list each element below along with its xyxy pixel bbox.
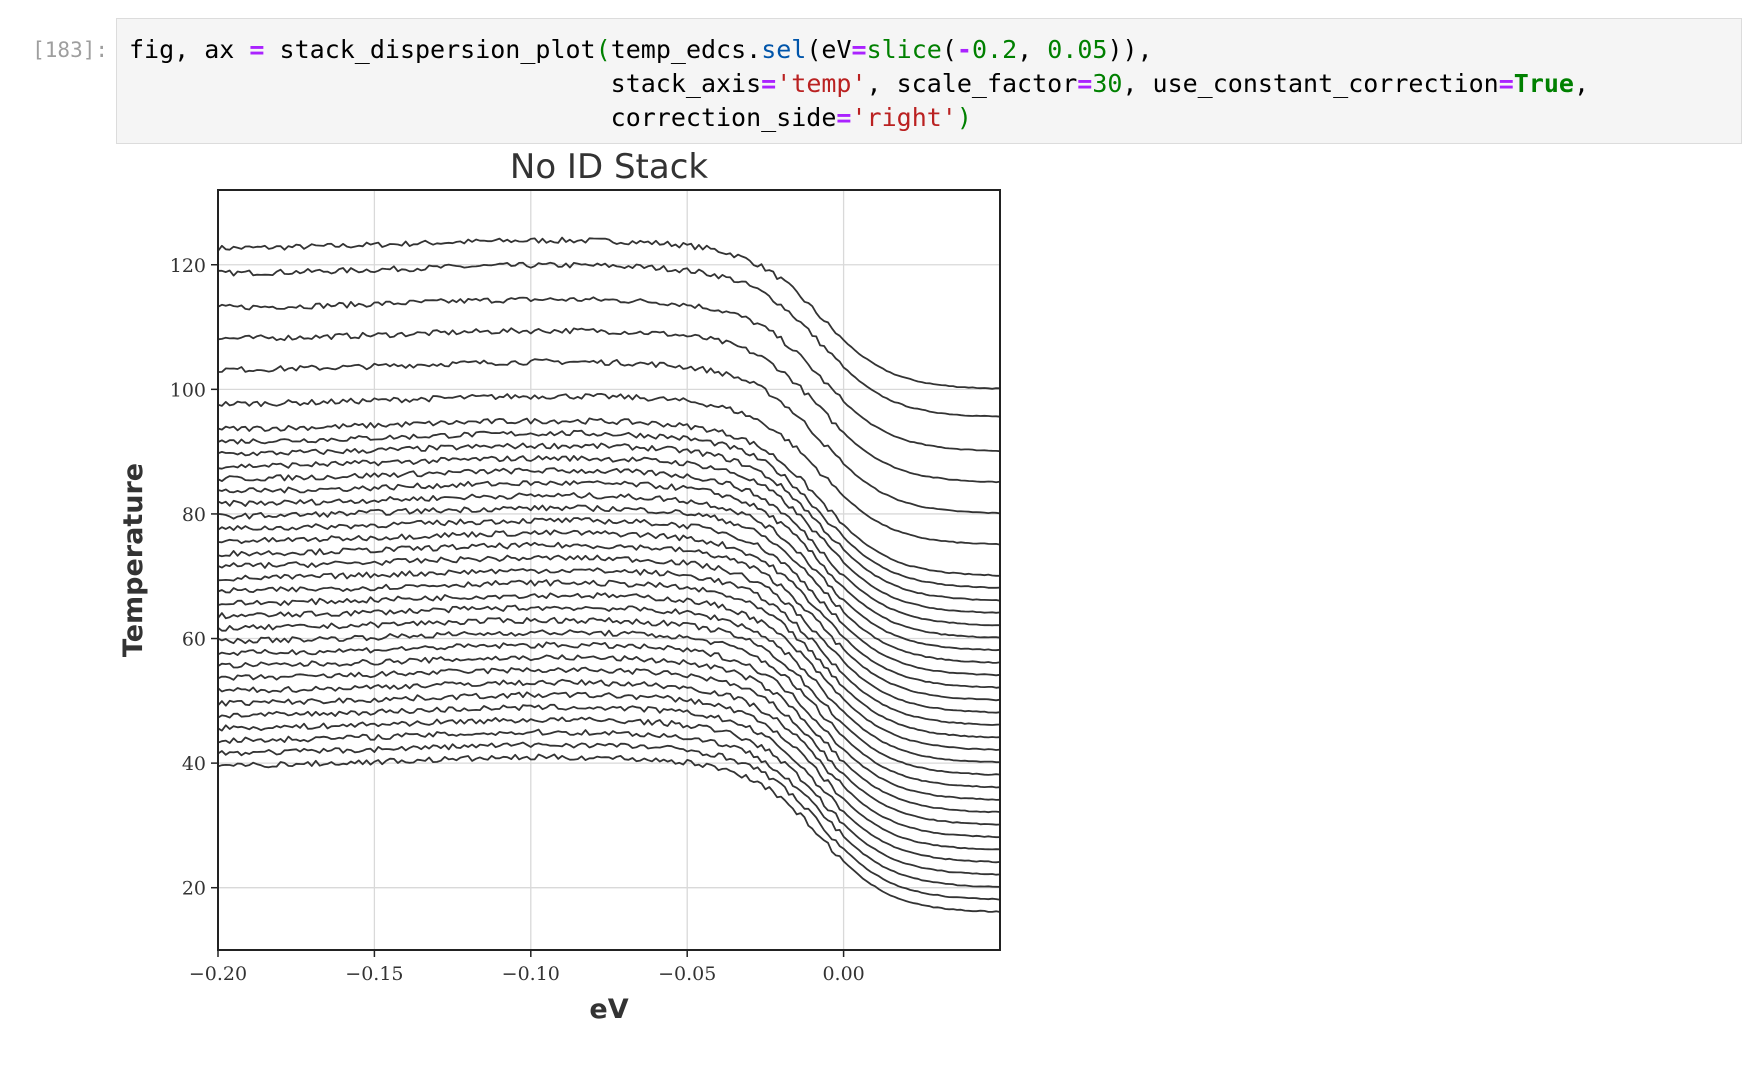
- code-token: -: [956, 35, 972, 64]
- edc-curve-19: [217, 579, 1001, 739]
- code-editor[interactable]: fig, ax = stack_dispersion_plot(temp_edc…: [129, 33, 1589, 135]
- edc-curve-17: [217, 554, 1001, 714]
- edc-curve-8: [217, 442, 1001, 602]
- edc-curve-7: [217, 429, 1001, 589]
- code-token: sel: [761, 35, 807, 64]
- edc-curve-26: [217, 666, 1001, 826]
- grid: [217, 190, 1000, 950]
- x-tick-label: 0.00: [822, 963, 864, 985]
- code-token: ,: [1574, 69, 1590, 98]
- code-token: 'temp': [776, 69, 867, 98]
- edc-curve-30: [217, 716, 1001, 876]
- x-axis-label: eV: [589, 994, 628, 1025]
- y-tick-label: 80: [182, 504, 206, 526]
- code-token: stack_dispersion_plot: [264, 35, 596, 64]
- cell-output: −0.20 −0.15 −0.10 −0.05 0.00 20 40 60 80 100 120 …: [116, 147, 1036, 1060]
- edc-curve-22: [217, 616, 1001, 776]
- edc-curve-21: [217, 604, 1001, 764]
- code-token: temp_edcs.: [610, 35, 762, 64]
- code-token: 30: [1092, 69, 1123, 98]
- edc-curve-13: [217, 504, 1001, 664]
- y-axis-ticks: 20 40 60 80 100 120: [170, 255, 218, 900]
- edc-curve-9: [217, 454, 1001, 614]
- code-token: =: [761, 69, 777, 98]
- code-token: (: [595, 35, 611, 64]
- code-token: correction_side: [129, 103, 837, 132]
- chart-title: No ID Stack: [510, 150, 709, 187]
- code-token: stack_axis: [129, 69, 762, 98]
- x-tick-label: −0.05: [658, 963, 716, 985]
- code-token: slice: [866, 35, 942, 64]
- code-token: True: [1513, 69, 1574, 98]
- code-token: 0.05: [1047, 35, 1108, 64]
- code-token: fig, ax: [129, 35, 250, 64]
- code-token: , scale_factor: [866, 69, 1078, 98]
- edc-curve-32: [217, 741, 1001, 901]
- y-axis-label: Temperature: [118, 463, 149, 657]
- edc-curve-1: [218, 261, 1001, 418]
- code-token: =: [836, 103, 852, 132]
- x-tick-label: −0.20: [189, 963, 247, 985]
- y-tick-label: 60: [182, 629, 206, 651]
- edc-curve-29: [217, 703, 1001, 864]
- code-token: =: [249, 35, 265, 64]
- y-tick-label: 120: [170, 255, 206, 277]
- edc-curve-14: [217, 517, 1001, 677]
- code-token: )),: [1107, 35, 1153, 64]
- edc-curve-11: [217, 480, 1001, 639]
- edc-curve-31: [217, 728, 1001, 888]
- edc-curve-20: [217, 592, 1001, 751]
- edc-curve-33: [217, 753, 1001, 913]
- code-line-2: stack_axis='temp', scale_factor=30, use_…: [129, 69, 1589, 98]
- edc-curve-23: [217, 629, 1001, 789]
- y-tick-label: 40: [182, 753, 206, 775]
- edc-curve-15: [217, 529, 1001, 689]
- edc-curve-10: [217, 467, 1001, 627]
- edc-curve-12: [217, 492, 1001, 652]
- code-line-1: fig, ax = stack_dispersion_plot(temp_edc…: [129, 35, 1153, 64]
- code-token: ,: [1017, 35, 1048, 64]
- code-token: =: [1077, 69, 1093, 98]
- cell-prompt: [183]:: [32, 38, 108, 62]
- edc-curve-2: [217, 296, 1001, 453]
- stack-dispersion-plot: −0.20 −0.15 −0.10 −0.05 0.00 20406080100120 …: [118, 147, 1001, 1025]
- code-token: (: [941, 35, 957, 64]
- x-tick-label: −0.15: [345, 963, 403, 985]
- edc-curve-4: [217, 358, 1001, 515]
- plot-frame: [217, 189, 1001, 951]
- edc-curve-28: [217, 691, 1001, 851]
- y-tick-label: 100: [170, 379, 206, 401]
- y-tick-label: 20: [182, 878, 206, 900]
- edc-curve-27: [217, 678, 1001, 839]
- code-token: , use_constant_correction: [1122, 69, 1499, 98]
- x-axis-ticks: −0.20 −0.15 −0.10 −0.05 0.00: [189, 950, 865, 985]
- code-token: ): [956, 103, 972, 132]
- code-token: =: [1498, 69, 1514, 98]
- edc-curve-16: [217, 541, 1001, 702]
- edc-curve-3: [217, 327, 1001, 484]
- code-cell[interactable]: fig, ax = stack_dispersion_plot(temp_edc…: [116, 18, 1742, 144]
- edc-curve-25: [217, 654, 1001, 814]
- code-token: 'right': [851, 103, 957, 132]
- edc-curve-0: [217, 236, 1001, 390]
- edc-curve-6: [217, 417, 1000, 577]
- code-line-3: correction_side='right'): [129, 103, 972, 132]
- code-token: (eV: [806, 35, 852, 64]
- edc-curve-24: [217, 641, 1001, 801]
- edc-curve-5: [217, 392, 1001, 546]
- edc-curves: [217, 236, 1001, 913]
- code-token: 0.2: [971, 35, 1018, 64]
- code-token: =: [851, 35, 867, 64]
- x-tick-label: −0.10: [502, 963, 560, 985]
- edc-curve-18: [217, 567, 1001, 726]
